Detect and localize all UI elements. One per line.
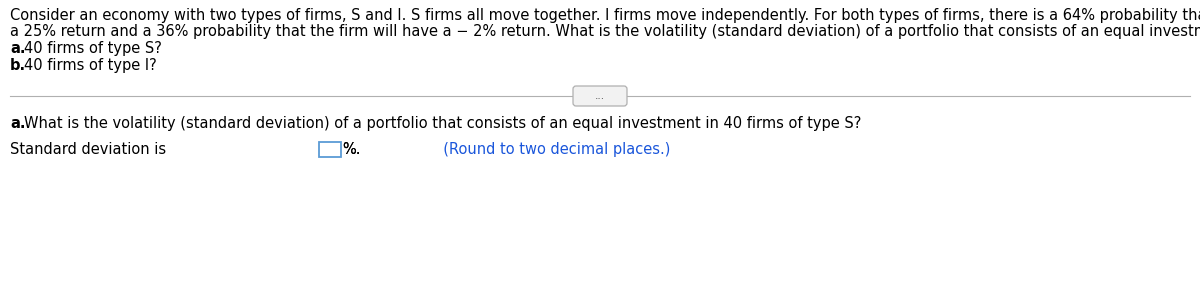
Text: Consider an economy with two types of firms, S and I. S firms all move together.: Consider an economy with two types of fi… <box>10 8 1200 23</box>
FancyBboxPatch shape <box>318 142 341 157</box>
Text: ...: ... <box>595 91 605 101</box>
Text: What is the volatility (standard deviation) of a portfolio that consists of an e: What is the volatility (standard deviati… <box>24 116 862 131</box>
Text: 40 firms of type I?: 40 firms of type I? <box>24 58 157 73</box>
Text: 40 firms of type S?: 40 firms of type S? <box>24 41 162 56</box>
Text: a.: a. <box>10 41 25 56</box>
Text: %.: %. <box>342 142 361 157</box>
FancyBboxPatch shape <box>574 86 628 106</box>
Text: Standard deviation is: Standard deviation is <box>10 142 170 157</box>
Text: a.: a. <box>10 116 25 131</box>
Text: %.: %. <box>342 142 361 157</box>
Text: b.: b. <box>10 58 26 73</box>
Text: a 25% return and a 36% probability that the firm will have a − 2% return. What i: a 25% return and a 36% probability that … <box>10 24 1200 39</box>
Text: (Round to two decimal places.): (Round to two decimal places.) <box>434 142 671 157</box>
